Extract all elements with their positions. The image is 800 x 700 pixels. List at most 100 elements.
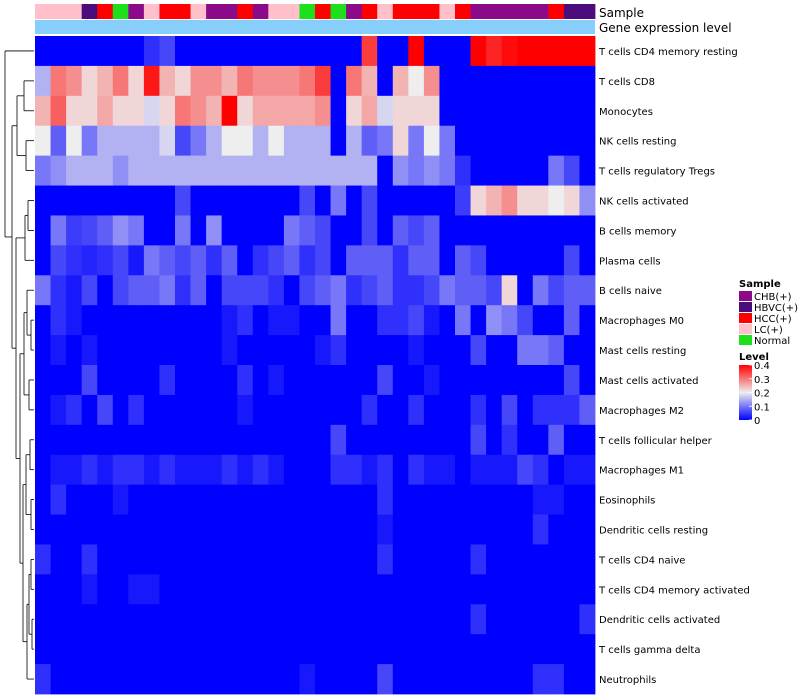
legend: Sample CHB(+)HBVC(+)HCC(+)LC(+)Normal Leve… xyxy=(739,279,798,427)
heatmap-cell xyxy=(128,36,145,67)
heatmap-cell xyxy=(439,95,456,127)
heatmap-cell xyxy=(206,335,223,366)
heatmap-cell xyxy=(330,454,347,486)
heatmap-cell xyxy=(346,394,363,426)
heatmap-cell xyxy=(346,36,363,67)
heatmap-cell xyxy=(439,454,456,486)
heatmap-cell xyxy=(97,424,114,456)
heatmap-cell xyxy=(439,634,456,665)
heatmap-cell xyxy=(143,155,160,186)
heatmap-cell xyxy=(392,95,409,127)
heatmap-cell xyxy=(143,365,160,396)
heatmap-cell xyxy=(221,604,238,635)
heatmap-cell xyxy=(81,245,98,276)
heatmap-cell xyxy=(470,65,487,97)
heatmap-cell xyxy=(206,275,223,306)
heatmap-cell xyxy=(548,454,565,486)
heatmap-cell xyxy=(128,185,145,216)
row-label: Macrophages M2 xyxy=(599,406,684,417)
heatmap-cell xyxy=(439,544,456,575)
heatmap-cell xyxy=(143,424,160,456)
heatmap-cell xyxy=(439,155,456,186)
heatmap-cell xyxy=(66,275,83,306)
heatmap-cell xyxy=(237,65,254,97)
heatmap-cell xyxy=(221,454,238,486)
heatmap-cell xyxy=(128,664,145,695)
heatmap-cell xyxy=(66,245,83,276)
heatmap-cell xyxy=(330,155,347,186)
heatmap-cell xyxy=(159,155,176,186)
heatmap-cell xyxy=(361,634,378,665)
heatmap-cell xyxy=(35,215,51,246)
heatmap-cell xyxy=(206,664,223,695)
heatmap-cell xyxy=(175,454,191,486)
heatmap-cell xyxy=(97,634,114,665)
heatmap-cell xyxy=(206,36,223,67)
row-label: T cells regulatory Tregs xyxy=(598,167,715,178)
heatmap-cell xyxy=(532,215,549,246)
sample-annotation-cell xyxy=(143,4,160,19)
heatmap-cell xyxy=(299,155,316,186)
heatmap-cell xyxy=(97,365,114,396)
heatmap-cell xyxy=(377,664,394,695)
heatmap-cell xyxy=(35,305,51,336)
heatmap-cell xyxy=(563,484,580,515)
heatmap-cell xyxy=(50,454,67,486)
sample-annotation-cell xyxy=(190,4,207,19)
row-dendrogram xyxy=(4,50,34,680)
heatmap-cell xyxy=(330,215,347,246)
heatmap-cell xyxy=(486,365,503,396)
sample-annotation-cell xyxy=(439,4,456,19)
sample-annotation-cell xyxy=(268,4,285,19)
heatmap-cell xyxy=(221,544,238,575)
sample-annotation-cell xyxy=(66,4,83,19)
heatmap-cell xyxy=(423,155,440,186)
heatmap-cell xyxy=(579,604,596,635)
sample-annotation-cell xyxy=(470,4,487,19)
heatmap-cell xyxy=(128,365,145,396)
heatmap-cell xyxy=(517,634,534,665)
heatmap-cell xyxy=(486,185,503,216)
heatmap-cell xyxy=(532,335,549,366)
heatmap-cell xyxy=(408,634,425,665)
heatmap-cell xyxy=(81,394,98,426)
heatmap-cell xyxy=(455,514,471,545)
heatmap-cell xyxy=(423,275,440,306)
legend-level-tick: 0 xyxy=(754,416,760,427)
heatmap-cell xyxy=(346,215,363,246)
heatmap-cell xyxy=(221,36,238,67)
heatmap-cell xyxy=(97,275,114,306)
heatmap-cell xyxy=(517,454,534,486)
heatmap-cell xyxy=(128,514,145,545)
heatmap-cell xyxy=(501,36,518,67)
heatmap-cell xyxy=(112,424,129,456)
heatmap-cell xyxy=(206,514,223,545)
heatmap-cell xyxy=(579,484,596,515)
heatmap-cell xyxy=(35,185,51,216)
heatmap-cell xyxy=(423,335,440,366)
heatmap-cell xyxy=(112,65,129,97)
heatmap-cell xyxy=(330,95,347,127)
heatmap-cell xyxy=(330,245,347,276)
heatmap-cell xyxy=(190,215,207,246)
heatmap-cell xyxy=(50,245,67,276)
sample-annotation-cell xyxy=(486,4,503,19)
heatmap-cell xyxy=(299,514,316,545)
sample-annotation-cell xyxy=(35,4,51,19)
heatmap-cell xyxy=(206,245,223,276)
heatmap-cell xyxy=(346,574,363,605)
heatmap-cell xyxy=(392,365,409,396)
heatmap-cell xyxy=(315,95,331,127)
heatmap-cell xyxy=(206,604,223,635)
heatmap-cell xyxy=(563,604,580,635)
heatmap-cell xyxy=(97,514,114,545)
heatmap-cell xyxy=(35,664,51,695)
heatmap-cell xyxy=(175,65,191,97)
sample-annotation-cell xyxy=(377,4,394,19)
heatmap-cell xyxy=(283,215,300,246)
heatmap-cell xyxy=(579,36,596,67)
heatmap-cell xyxy=(470,394,487,426)
heatmap-cell xyxy=(486,65,503,97)
heatmap-cell xyxy=(143,125,160,157)
heatmap-cell xyxy=(408,125,425,157)
